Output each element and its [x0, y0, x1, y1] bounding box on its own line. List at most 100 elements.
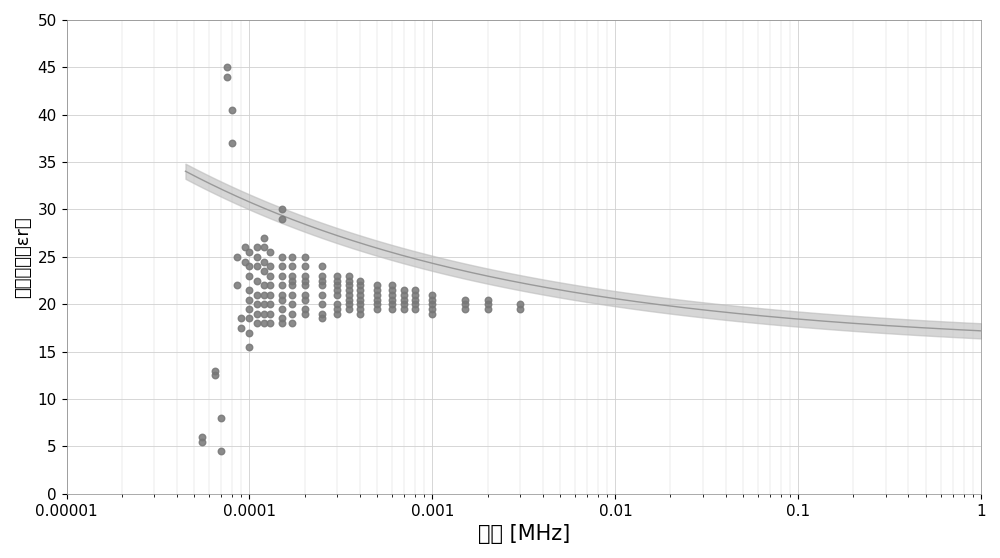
- Point: [249, 262, 265, 271]
- Point: [262, 248, 278, 257]
- Point: [341, 286, 357, 295]
- Point: [241, 271, 257, 280]
- Point: [329, 309, 345, 318]
- Point: [233, 324, 249, 333]
- Point: [480, 305, 496, 314]
- Point: [274, 314, 290, 323]
- Point: [256, 319, 272, 328]
- Point: [249, 290, 265, 299]
- Point: [274, 252, 290, 261]
- Point: [274, 290, 290, 299]
- Point: [297, 262, 313, 271]
- Point: [262, 281, 278, 290]
- Point: [352, 300, 368, 309]
- Point: [297, 271, 313, 280]
- X-axis label: 频率 [MHz]: 频率 [MHz]: [478, 524, 570, 544]
- Point: [396, 290, 412, 299]
- Point: [241, 295, 257, 304]
- Point: [256, 300, 272, 309]
- Point: [384, 286, 400, 295]
- Point: [369, 290, 385, 299]
- Point: [407, 305, 423, 314]
- Point: [480, 295, 496, 304]
- Point: [249, 276, 265, 285]
- Point: [207, 366, 223, 375]
- Point: [274, 305, 290, 314]
- Point: [194, 432, 210, 441]
- Point: [262, 262, 278, 271]
- Point: [329, 281, 345, 290]
- Point: [256, 309, 272, 318]
- Point: [249, 319, 265, 328]
- Point: [297, 305, 313, 314]
- Point: [341, 271, 357, 280]
- Point: [341, 290, 357, 299]
- Point: [249, 252, 265, 261]
- Point: [284, 290, 300, 299]
- Point: [314, 262, 330, 271]
- Point: [297, 252, 313, 261]
- Point: [407, 286, 423, 295]
- Point: [352, 309, 368, 318]
- Point: [249, 243, 265, 252]
- Point: [424, 305, 440, 314]
- Point: [284, 319, 300, 328]
- Point: [297, 295, 313, 304]
- Point: [241, 314, 257, 323]
- Point: [314, 290, 330, 299]
- Point: [352, 290, 368, 299]
- Point: [213, 447, 229, 456]
- Point: [256, 290, 272, 299]
- Point: [249, 300, 265, 309]
- Point: [314, 314, 330, 323]
- Point: [219, 73, 235, 81]
- Point: [457, 295, 473, 304]
- Point: [237, 243, 253, 252]
- Point: [284, 262, 300, 271]
- Point: [213, 413, 229, 422]
- Point: [329, 305, 345, 314]
- Point: [396, 295, 412, 304]
- Point: [249, 309, 265, 318]
- Point: [396, 300, 412, 309]
- Point: [274, 281, 290, 290]
- Point: [224, 105, 240, 114]
- Point: [352, 305, 368, 314]
- Point: [274, 214, 290, 223]
- Point: [352, 281, 368, 290]
- Point: [256, 281, 272, 290]
- Point: [480, 300, 496, 309]
- Point: [274, 262, 290, 271]
- Point: [457, 305, 473, 314]
- Point: [284, 271, 300, 280]
- Point: [341, 305, 357, 314]
- Point: [384, 295, 400, 304]
- Point: [329, 286, 345, 295]
- Point: [369, 286, 385, 295]
- Point: [424, 295, 440, 304]
- Point: [369, 281, 385, 290]
- Point: [237, 257, 253, 266]
- Point: [284, 281, 300, 290]
- Point: [274, 271, 290, 280]
- Point: [297, 281, 313, 290]
- Point: [241, 305, 257, 314]
- Point: [256, 257, 272, 266]
- Point: [314, 309, 330, 318]
- Point: [241, 328, 257, 337]
- Point: [284, 300, 300, 309]
- Point: [284, 276, 300, 285]
- Point: [241, 286, 257, 295]
- Point: [314, 271, 330, 280]
- Point: [384, 281, 400, 290]
- Point: [341, 300, 357, 309]
- Point: [262, 300, 278, 309]
- Point: [341, 295, 357, 304]
- Point: [369, 305, 385, 314]
- Point: [424, 300, 440, 309]
- Point: [329, 271, 345, 280]
- Point: [262, 309, 278, 318]
- Point: [297, 290, 313, 299]
- Point: [384, 305, 400, 314]
- Point: [384, 290, 400, 299]
